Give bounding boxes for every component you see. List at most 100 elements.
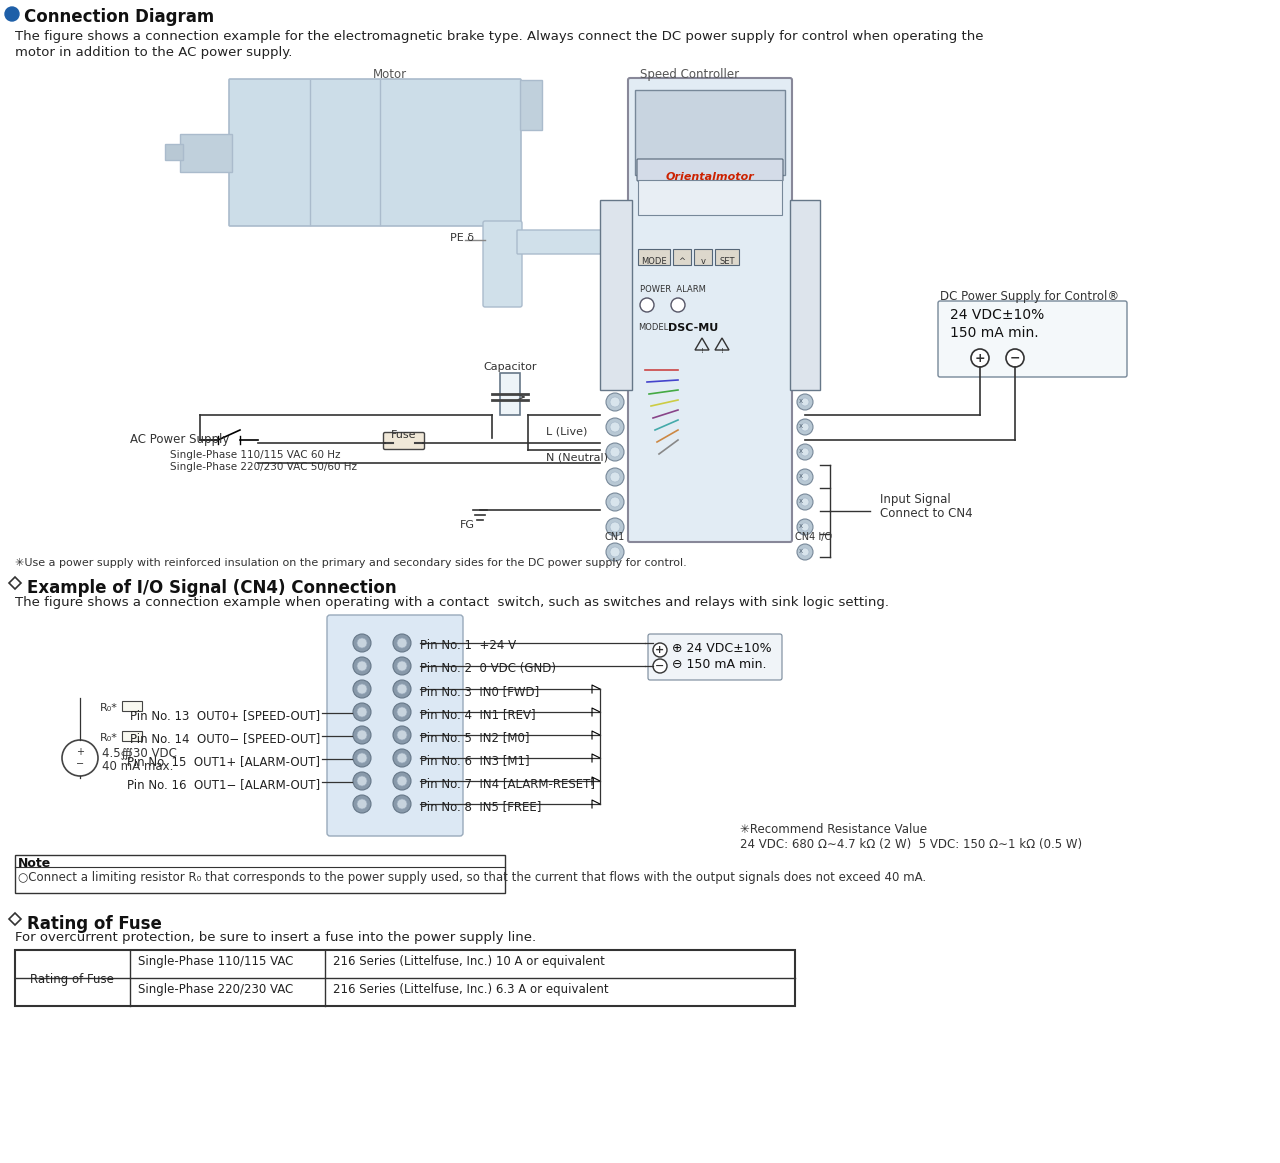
Text: N (Neutral): N (Neutral) [547, 452, 608, 462]
Bar [637, 180, 782, 215]
Text: ⊖ 150 mA min.: ⊖ 150 mA min. [672, 658, 767, 671]
Circle shape [653, 659, 667, 673]
Circle shape [611, 472, 620, 481]
Circle shape [801, 423, 809, 431]
Bar [15, 855, 506, 893]
Circle shape [397, 730, 407, 740]
Circle shape [605, 393, 625, 411]
Circle shape [353, 680, 371, 698]
Circle shape [393, 749, 411, 768]
Text: Pin No. 7  IN4 [ALARM-RESET]: Pin No. 7 IN4 [ALARM-RESET] [420, 777, 595, 790]
Circle shape [397, 776, 407, 786]
Circle shape [972, 349, 989, 368]
Text: motor in addition to the AC power supply.: motor in addition to the AC power supply… [15, 47, 292, 59]
Circle shape [797, 469, 813, 485]
Bar [520, 80, 541, 130]
Circle shape [605, 518, 625, 536]
Circle shape [611, 397, 620, 407]
Circle shape [397, 684, 407, 694]
Circle shape [353, 702, 371, 721]
Circle shape [605, 468, 625, 486]
Circle shape [353, 657, 371, 675]
Bar [122, 732, 142, 741]
Text: SET: SET [719, 257, 735, 266]
FancyBboxPatch shape [384, 433, 425, 450]
FancyBboxPatch shape [637, 159, 783, 181]
Text: Rating of Fuse: Rating of Fuse [29, 973, 114, 986]
Circle shape [801, 498, 809, 506]
Circle shape [357, 661, 367, 671]
Circle shape [353, 726, 371, 744]
Text: x: x [799, 423, 803, 429]
Text: Single-Phase 220/230 VAC: Single-Phase 220/230 VAC [138, 983, 293, 996]
Text: PE δ: PE δ [451, 233, 474, 243]
Circle shape [393, 680, 411, 698]
Circle shape [397, 707, 407, 718]
Circle shape [397, 752, 407, 763]
Text: DC Power Supply for Control®: DC Power Supply for Control® [940, 290, 1119, 304]
Text: +: + [76, 747, 84, 757]
Text: 40 mA max.: 40 mA max. [102, 759, 173, 773]
Bar [500, 373, 520, 415]
Bar [15, 950, 795, 1006]
Text: Pin No. 5  IN2 [M0]: Pin No. 5 IN2 [M0] [420, 732, 530, 744]
Bar [122, 701, 142, 711]
Circle shape [1006, 349, 1024, 368]
Circle shape [353, 772, 371, 790]
Text: The figure shows a connection example when operating with a contact  switch, suc: The figure shows a connection example wh… [15, 595, 890, 609]
Text: CN4 I/O: CN4 I/O [795, 531, 832, 542]
Circle shape [611, 497, 620, 507]
Text: 150 mA min.: 150 mA min. [950, 326, 1038, 340]
Text: Pin No. 15  OUT1+ [ALARM-OUT]: Pin No. 15 OUT1+ [ALARM-OUT] [127, 755, 320, 768]
Text: Pin No. 13  OUT0+ [SPEED-OUT]: Pin No. 13 OUT0+ [SPEED-OUT] [129, 709, 320, 722]
FancyBboxPatch shape [628, 78, 792, 542]
Text: Capacitor: Capacitor [484, 362, 536, 372]
Text: Input Signal: Input Signal [881, 493, 951, 506]
FancyBboxPatch shape [517, 230, 678, 254]
Bar [180, 134, 232, 172]
Text: ✳Recommend Resistance Value: ✳Recommend Resistance Value [740, 823, 927, 836]
Text: CN1: CN1 [605, 531, 625, 542]
Circle shape [605, 543, 625, 561]
Circle shape [397, 661, 407, 671]
Circle shape [357, 638, 367, 648]
Text: 216 Series (Littelfuse, Inc.) 6.3 A or equivalent: 216 Series (Littelfuse, Inc.) 6.3 A or e… [333, 983, 608, 996]
Circle shape [357, 776, 367, 786]
FancyBboxPatch shape [938, 301, 1126, 377]
Circle shape [640, 298, 654, 312]
FancyBboxPatch shape [483, 221, 522, 307]
Circle shape [801, 548, 809, 556]
Text: MODEL: MODEL [637, 323, 668, 331]
Text: 4.5∰30 VDC: 4.5∰30 VDC [102, 745, 177, 759]
Circle shape [611, 422, 620, 431]
Bar [635, 90, 785, 174]
Text: 24 VDC±10%: 24 VDC±10% [950, 308, 1044, 322]
Bar [600, 200, 632, 390]
Text: L (Live): L (Live) [547, 426, 588, 436]
Text: x: x [799, 498, 803, 504]
Circle shape [393, 634, 411, 652]
Bar [637, 249, 669, 265]
Circle shape [605, 418, 625, 436]
Circle shape [797, 419, 813, 435]
Circle shape [797, 519, 813, 535]
Text: !: ! [700, 348, 704, 354]
Circle shape [5, 7, 19, 21]
Circle shape [797, 444, 813, 461]
Text: Speed Controller: Speed Controller [640, 67, 739, 81]
Circle shape [393, 795, 411, 813]
Text: Note: Note [18, 857, 51, 870]
Circle shape [801, 448, 809, 456]
Circle shape [357, 799, 367, 809]
Text: !: ! [721, 348, 723, 354]
Bar [790, 200, 820, 390]
Text: −: − [1010, 351, 1020, 364]
Text: Pin No. 16  OUT1− [ALARM-OUT]: Pin No. 16 OUT1− [ALARM-OUT] [127, 778, 320, 791]
Text: Pin No. 6  IN3 [M1]: Pin No. 6 IN3 [M1] [420, 754, 530, 768]
Circle shape [611, 522, 620, 531]
Circle shape [611, 547, 620, 557]
Circle shape [671, 298, 685, 312]
Bar [716, 249, 739, 265]
Circle shape [605, 443, 625, 461]
Text: R₀*: R₀* [100, 702, 118, 713]
